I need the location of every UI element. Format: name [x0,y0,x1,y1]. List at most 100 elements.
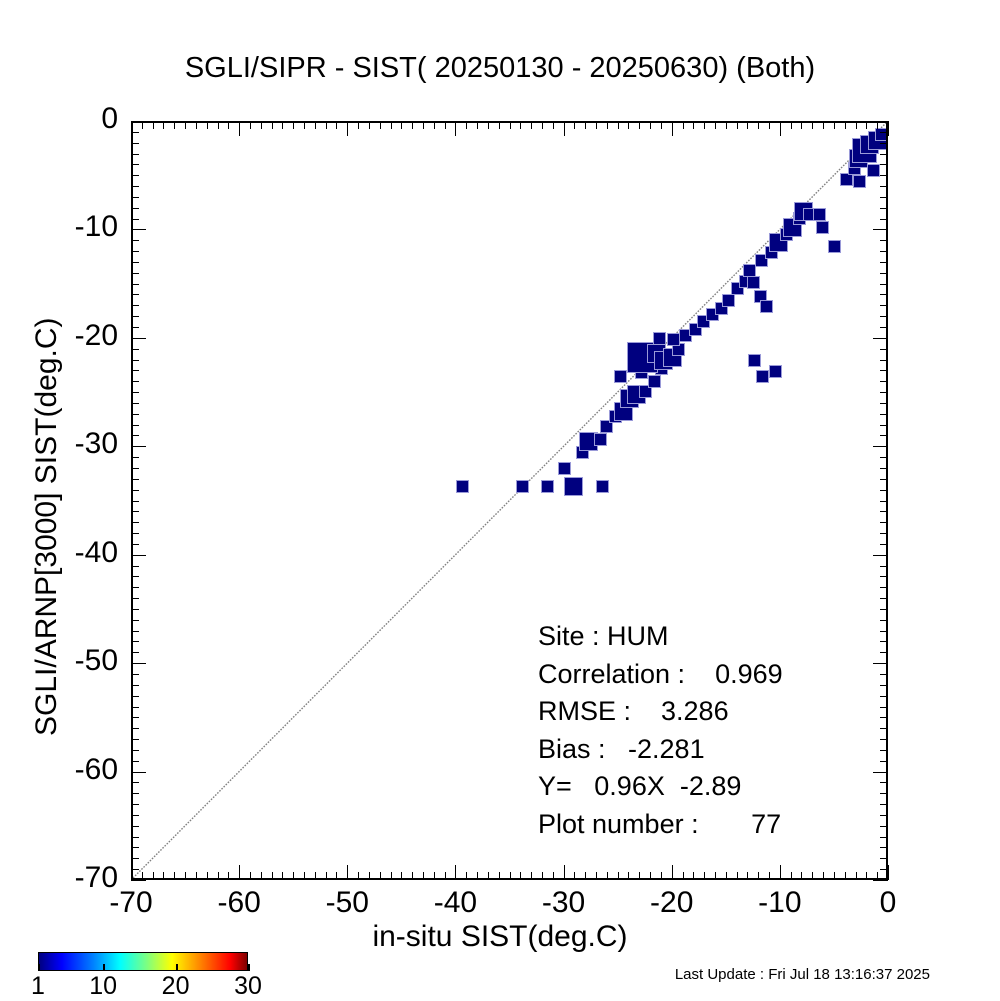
y-tick-right [880,673,888,675]
x-tick-bottom [844,872,846,880]
y-tick-left [131,402,139,404]
x-tick-bottom [747,872,749,880]
y-tick-right [880,782,888,784]
y-tick-left [131,370,139,372]
data-point [515,479,529,493]
x-tick-top [606,121,608,129]
x-tick-label: -10 [758,886,802,919]
y-tick-left [131,760,139,762]
colorbar-tick-label: 30 [234,972,262,1000]
data-point [853,175,867,189]
x-tick-bottom [206,872,208,880]
data-point [847,162,861,176]
data-point [679,329,693,343]
data-point [714,301,728,315]
x-tick-bottom [195,872,197,880]
y-tick-left [131,652,139,654]
x-tick-top [650,121,652,129]
x-tick-bottom [368,872,370,880]
statistics-panel: Site : HUM Correlation : 0.969 RMSE : 3.… [538,618,783,843]
data-point [688,322,702,336]
x-tick-top [358,121,360,129]
x-tick-bottom [509,872,511,880]
x-tick-top [466,121,468,129]
y-tick-right [880,402,888,404]
y-tick-right [880,457,888,459]
data-point [813,207,827,221]
chart-title: SGLI/SIPR - SIST( 20250130 - 20250630) (… [184,52,816,84]
y-tick-right [880,511,888,513]
data-point [803,207,817,221]
x-tick-bottom [833,872,835,880]
y-tick-label: 0 [101,102,118,135]
x-tick-bottom [228,872,230,880]
x-tick-bottom [174,872,176,880]
y-tick-right [880,240,888,242]
x-tick-top [282,121,284,129]
data-point [828,240,842,254]
x-tick-bottom [304,872,306,880]
y-tick-right [880,814,888,816]
y-tick-left [131,153,139,155]
y-tick-right [880,251,888,253]
y-tick-left [131,858,139,860]
x-tick-label: 0 [879,886,897,919]
x-tick-top [498,121,500,129]
y-tick-left [131,283,139,285]
x-tick-bottom [866,872,868,880]
y-tick-right [880,619,888,621]
y-tick-left [131,424,139,426]
x-tick-top [563,121,565,136]
x-tick-top [131,121,132,136]
data-point [706,308,720,322]
y-tick-left [131,630,139,632]
y-tick-left [131,142,139,144]
x-tick-bottom [249,872,251,880]
x-tick-top [271,121,273,129]
x-tick-top [844,121,846,129]
y-tick-left [131,164,139,166]
data-point [768,364,782,378]
data-point [563,476,583,496]
y-tick-right [880,359,888,361]
y-tick-left [131,294,139,296]
y-tick-label: -20 [74,318,118,352]
x-tick-top [239,121,241,136]
y-tick-left [131,131,139,133]
x-tick-top [228,121,230,129]
data-point [639,385,653,399]
y-tick-label: -50 [74,644,118,678]
y-tick-right [880,305,888,307]
y-tick-right [880,381,888,383]
y-tick-left [131,327,139,328]
x-tick-bottom [325,872,327,880]
y-tick-left [131,619,139,621]
y-tick-right [873,121,888,122]
y-tick-right [880,825,888,827]
x-tick-bottom [152,872,154,880]
y-tick-right [880,793,888,795]
y-tick-right [880,576,888,578]
data-point [738,274,752,288]
x-tick-top [217,121,219,129]
y-tick-left [131,435,139,437]
data-point [816,220,830,234]
y-tick-left [131,782,139,784]
y-tick-right [880,630,888,632]
y-tick-right [880,500,888,502]
y-tick-right [880,739,888,741]
y-tick-left [131,229,146,231]
x-tick-top [779,121,781,136]
x-tick-top [347,121,349,136]
x-tick-bottom [714,872,716,880]
x-tick-top [574,121,576,129]
y-tick-right [880,478,888,480]
y-tick-right [880,435,888,437]
x-tick-top [379,121,381,129]
y-tick-right [880,186,888,188]
data-point [747,275,761,289]
y-tick-left [131,186,139,188]
y-tick-left [131,261,139,263]
data-point [840,172,854,186]
x-tick-bottom [336,872,338,880]
